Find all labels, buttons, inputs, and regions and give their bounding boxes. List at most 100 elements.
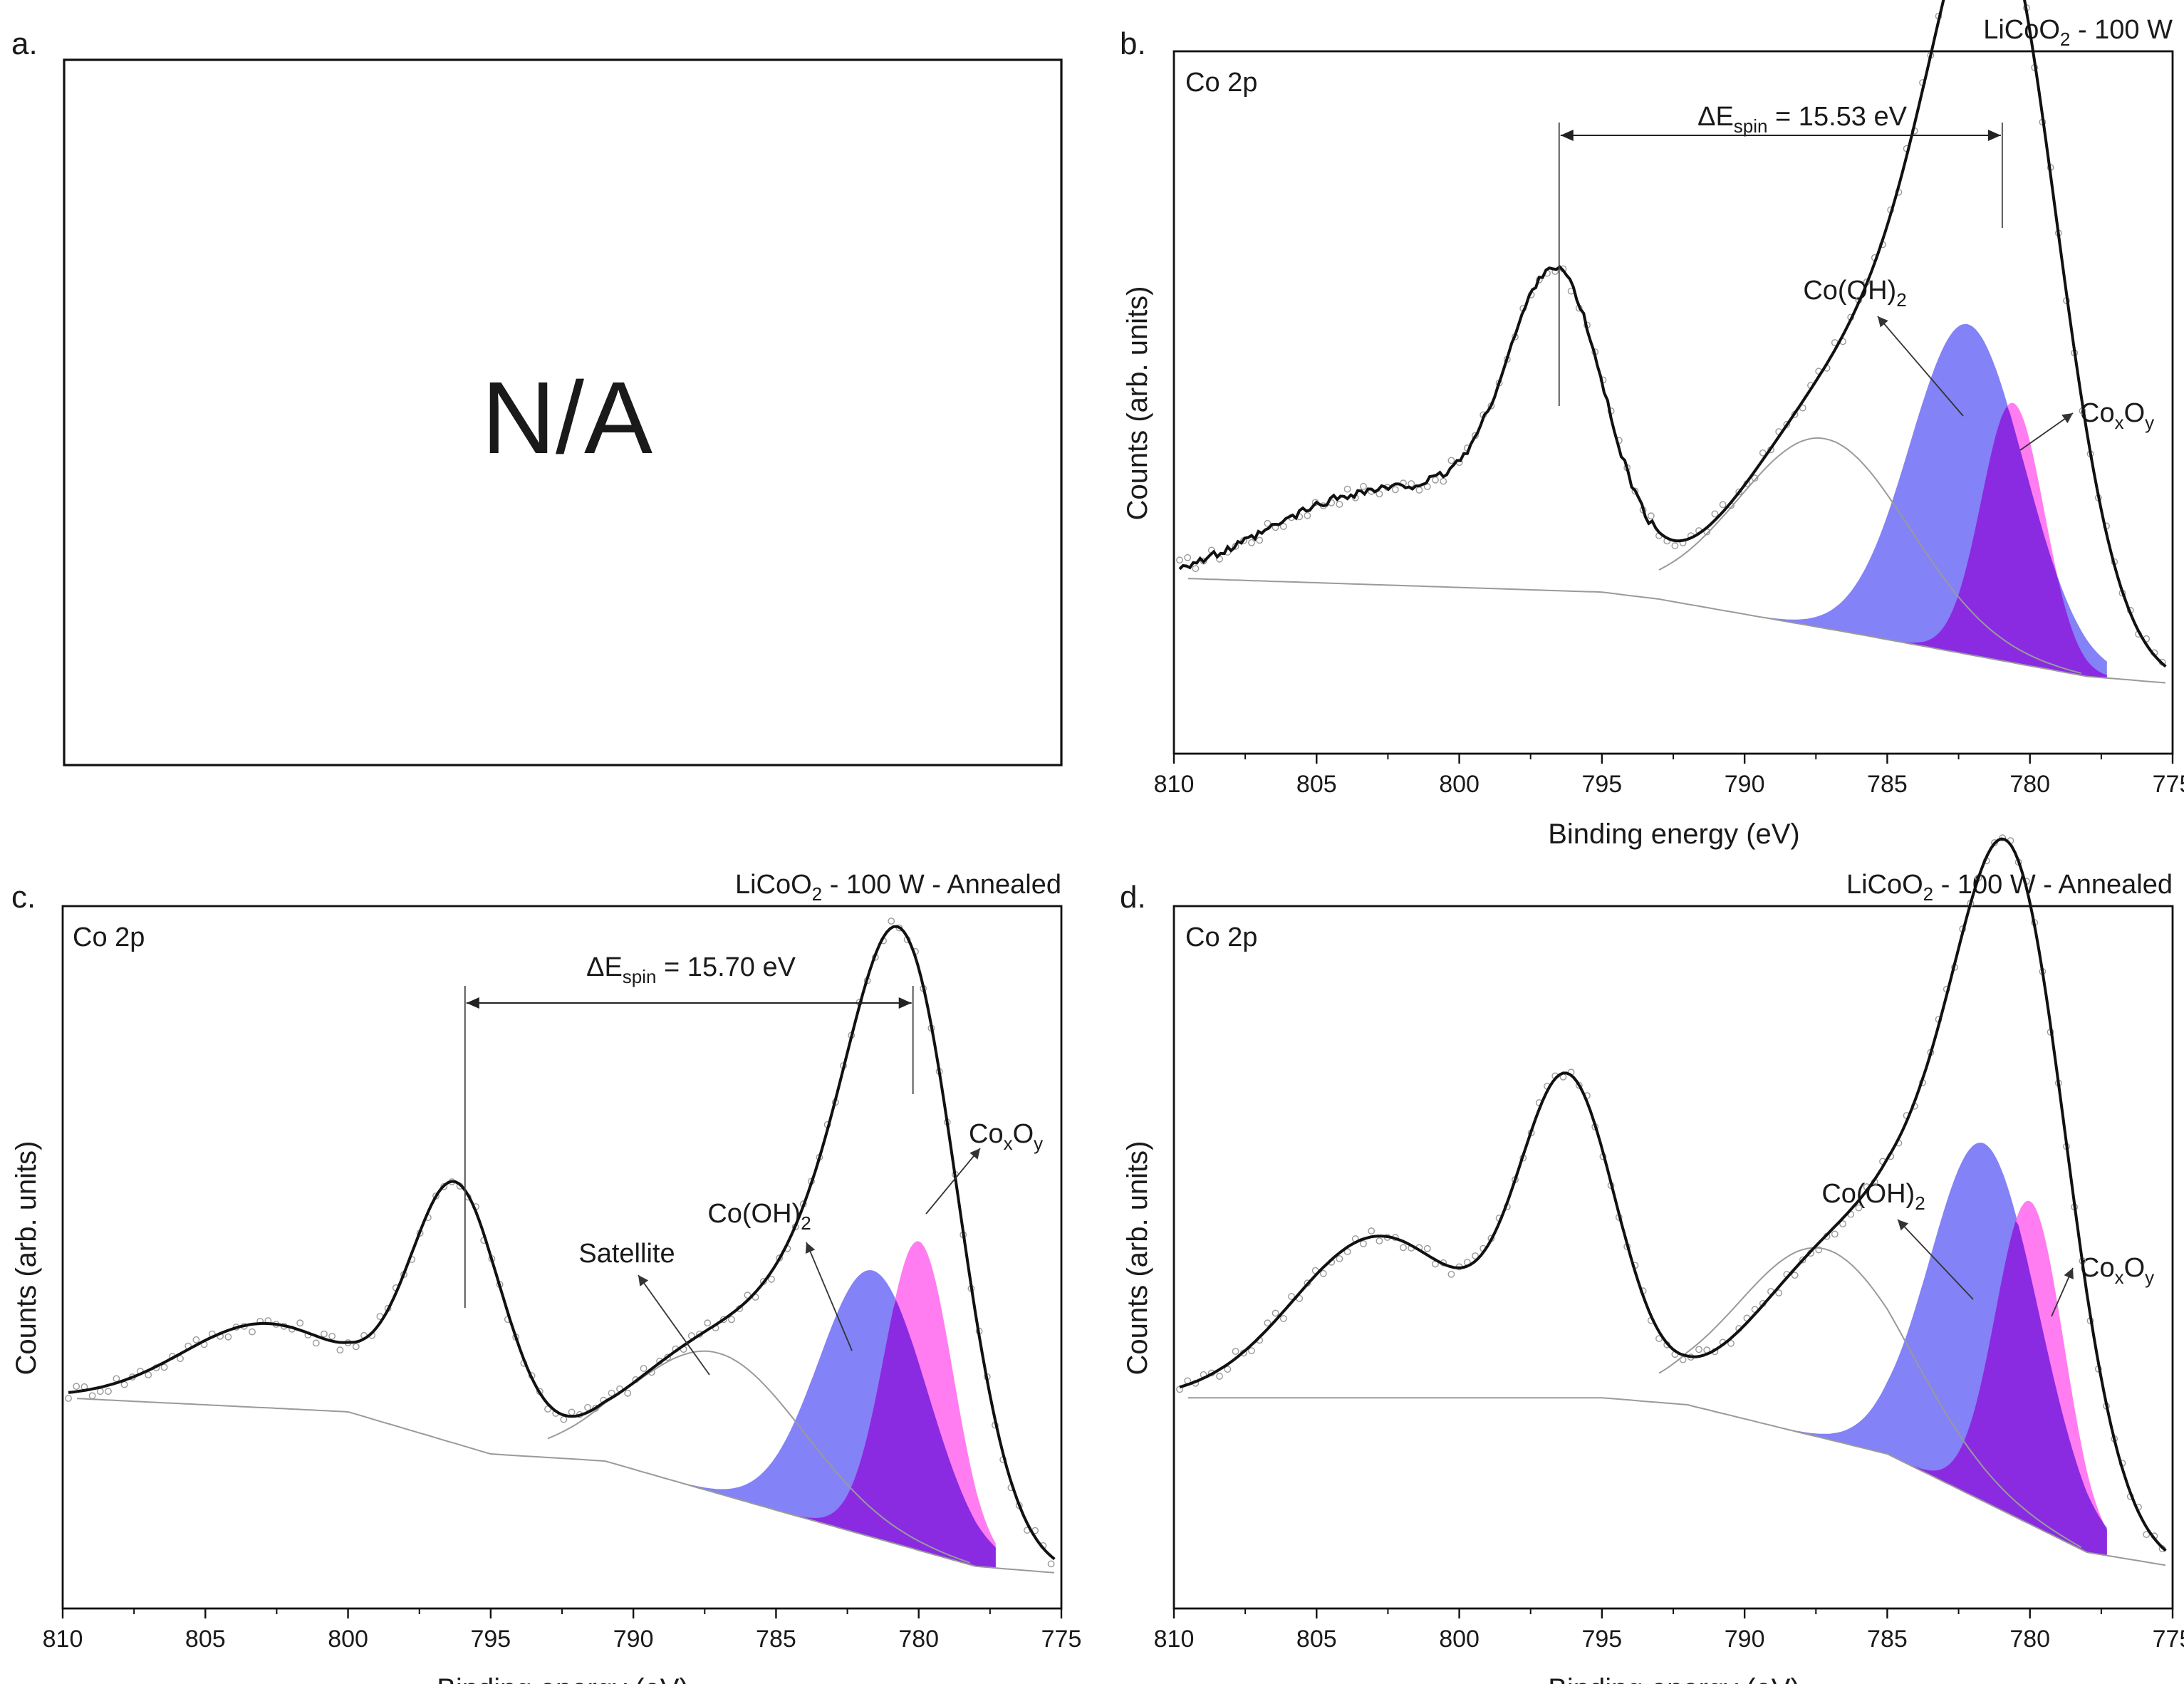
panel-d-background-line <box>1188 1397 2166 1566</box>
raw-point <box>744 1291 752 1299</box>
panel-c-x-tick-label-795: 795 <box>470 1626 511 1653</box>
panel-b: b. LiCoO2 - 100 W Co 2p ΔEspin = 15.53 e… <box>1120 0 2184 850</box>
panel-c-x-tick-label-800: 800 <box>328 1626 368 1653</box>
raw-point <box>312 1339 320 1347</box>
raw-point <box>1671 542 1679 550</box>
raw-point <box>1775 1289 1783 1296</box>
raw-point <box>1264 1319 1272 1327</box>
panel-c-title: LiCoO2 - 100 W - Annealed <box>735 870 1061 905</box>
raw-point <box>328 1332 336 1340</box>
raw-point <box>1759 449 1767 457</box>
panel-c-hydroxide-label: Co(OH)2 <box>707 1199 811 1234</box>
panel-b-x-tick-label-790: 790 <box>1725 771 1765 798</box>
raw-point <box>336 1346 344 1354</box>
panel-d-x-tick-label-805: 805 <box>1296 1626 1337 1653</box>
raw-point <box>1432 476 1439 484</box>
panel-b-satellite-component <box>1658 437 2082 675</box>
raw-point <box>1336 501 1343 508</box>
panel-b-x-tick-label-775: 775 <box>2153 771 2184 798</box>
panel-d-x-tick-label-780: 780 <box>2009 1626 2050 1653</box>
panel-d-y-axis-label: Counts (arb. units) <box>1122 1140 1153 1375</box>
panel-c-y-axis-label: Counts (arb. units) <box>11 1140 42 1375</box>
panel-c-x-tick-label-785: 785 <box>756 1626 796 1653</box>
panel-c-envelope-line <box>68 925 1056 1561</box>
raw-point <box>1447 1270 1455 1278</box>
raw-point <box>2143 1531 2151 1539</box>
raw-point <box>1751 474 1759 482</box>
raw-point <box>624 1389 632 1397</box>
raw-point <box>1319 1269 1327 1277</box>
raw-point <box>192 1336 200 1343</box>
raw-point <box>1272 1309 1279 1317</box>
raw-point <box>640 1365 648 1372</box>
panel-b-x-tick-label-780: 780 <box>2009 771 2050 798</box>
panel-c-hydroxide-arrow-head <box>805 1242 816 1254</box>
panel-b-hydroxide-label: Co(OH)2 <box>1803 276 1906 311</box>
panel-b-title: LiCoO2 - 100 W <box>1983 15 2173 50</box>
panel-c-x-tick-label-780: 780 <box>898 1626 939 1653</box>
panel-c-x-axis-label: Binding energy (eV) <box>437 1673 689 1684</box>
raw-point <box>1264 519 1272 527</box>
raw-point <box>1831 1230 1839 1238</box>
panel-c-x-tick-label-810: 810 <box>43 1626 83 1653</box>
panel-c: c. LiCoO2 - 100 W - Annealed Co 2p ΔEspi… <box>11 870 1081 1684</box>
panel-d-hydroxide-arrow <box>1897 1219 1974 1300</box>
panel-c-x-tick-label-805: 805 <box>185 1626 226 1653</box>
raw-point <box>105 1388 112 1395</box>
panel-b-x-tick-label-785: 785 <box>1867 771 1908 798</box>
panel-b-envelope-line <box>1178 0 2167 668</box>
raw-point <box>249 1328 256 1336</box>
raw-point <box>560 1415 568 1423</box>
panel-b-delta-label: ΔEspin = 15.53 eV <box>1697 102 1908 137</box>
panel-c-x-tick-label-790: 790 <box>613 1626 654 1653</box>
panel-c-hydroxide-arrow <box>806 1242 853 1351</box>
panel-c-x-tick-label-775: 775 <box>1041 1626 1082 1653</box>
panel-d-x-axis-label: Binding energy (eV) <box>1548 1673 1800 1684</box>
raw-point <box>1423 1244 1431 1252</box>
panel-d-oxide-arrow-head <box>2064 1268 2074 1279</box>
panel-a-na-placeholder: N/A <box>482 360 652 475</box>
raw-point <box>1184 553 1192 561</box>
panel-d-hydroxide-arrow-head <box>1898 1220 1909 1231</box>
raw-point <box>1855 1204 1863 1212</box>
raw-point <box>96 1388 104 1395</box>
panel-c-oxide-label: CoxOy <box>969 1119 1043 1154</box>
raw-point <box>296 1319 304 1327</box>
panel-b-spin-arrowhead-left <box>1560 130 1574 141</box>
raw-point <box>177 1355 184 1363</box>
raw-point <box>352 1343 360 1351</box>
raw-point <box>1232 1348 1239 1355</box>
panel-d-x-tick-label-800: 800 <box>1439 1626 1480 1653</box>
panel-b-overlap-region <box>1659 406 2107 678</box>
raw-point <box>1368 1227 1376 1235</box>
raw-point <box>1224 1366 1232 1373</box>
raw-point <box>1415 487 1423 494</box>
raw-point <box>1376 1237 1383 1244</box>
raw-point <box>1839 1220 1846 1227</box>
raw-point <box>608 1389 615 1397</box>
panel-b-hydroxide-arrow <box>1877 316 1964 417</box>
raw-point <box>728 1316 735 1324</box>
panel-c-satellite-label: Satellite <box>578 1239 675 1269</box>
panel-b-x-tick-label-805: 805 <box>1296 771 1337 798</box>
raw-point <box>1256 536 1264 544</box>
panel-b-hydroxide-arrow-head <box>1878 316 1888 328</box>
raw-point <box>1791 1272 1799 1279</box>
panel-c-spin-arrowhead-left <box>466 997 479 1009</box>
raw-point <box>568 1408 576 1416</box>
panel-d-x-tick-label-775: 775 <box>2153 1626 2184 1653</box>
raw-point <box>1631 487 1639 495</box>
raw-point <box>1575 1081 1583 1089</box>
raw-point <box>1192 565 1200 573</box>
panel-c-satellite-arrow <box>638 1274 710 1376</box>
panel-d-envelope-line <box>1179 837 2167 1552</box>
raw-point <box>1695 1346 1702 1353</box>
panel-d-region-label: Co 2p <box>1185 922 1257 952</box>
panel-a: a. N/A <box>11 26 1063 766</box>
raw-point <box>1999 834 2007 842</box>
raw-point <box>224 1333 232 1341</box>
panel-d-overlap-region <box>1659 1221 2107 1556</box>
panel-d-oxide-label: CoxOy <box>2080 1253 2154 1288</box>
raw-point <box>1647 512 1655 520</box>
raw-point <box>704 1319 712 1327</box>
